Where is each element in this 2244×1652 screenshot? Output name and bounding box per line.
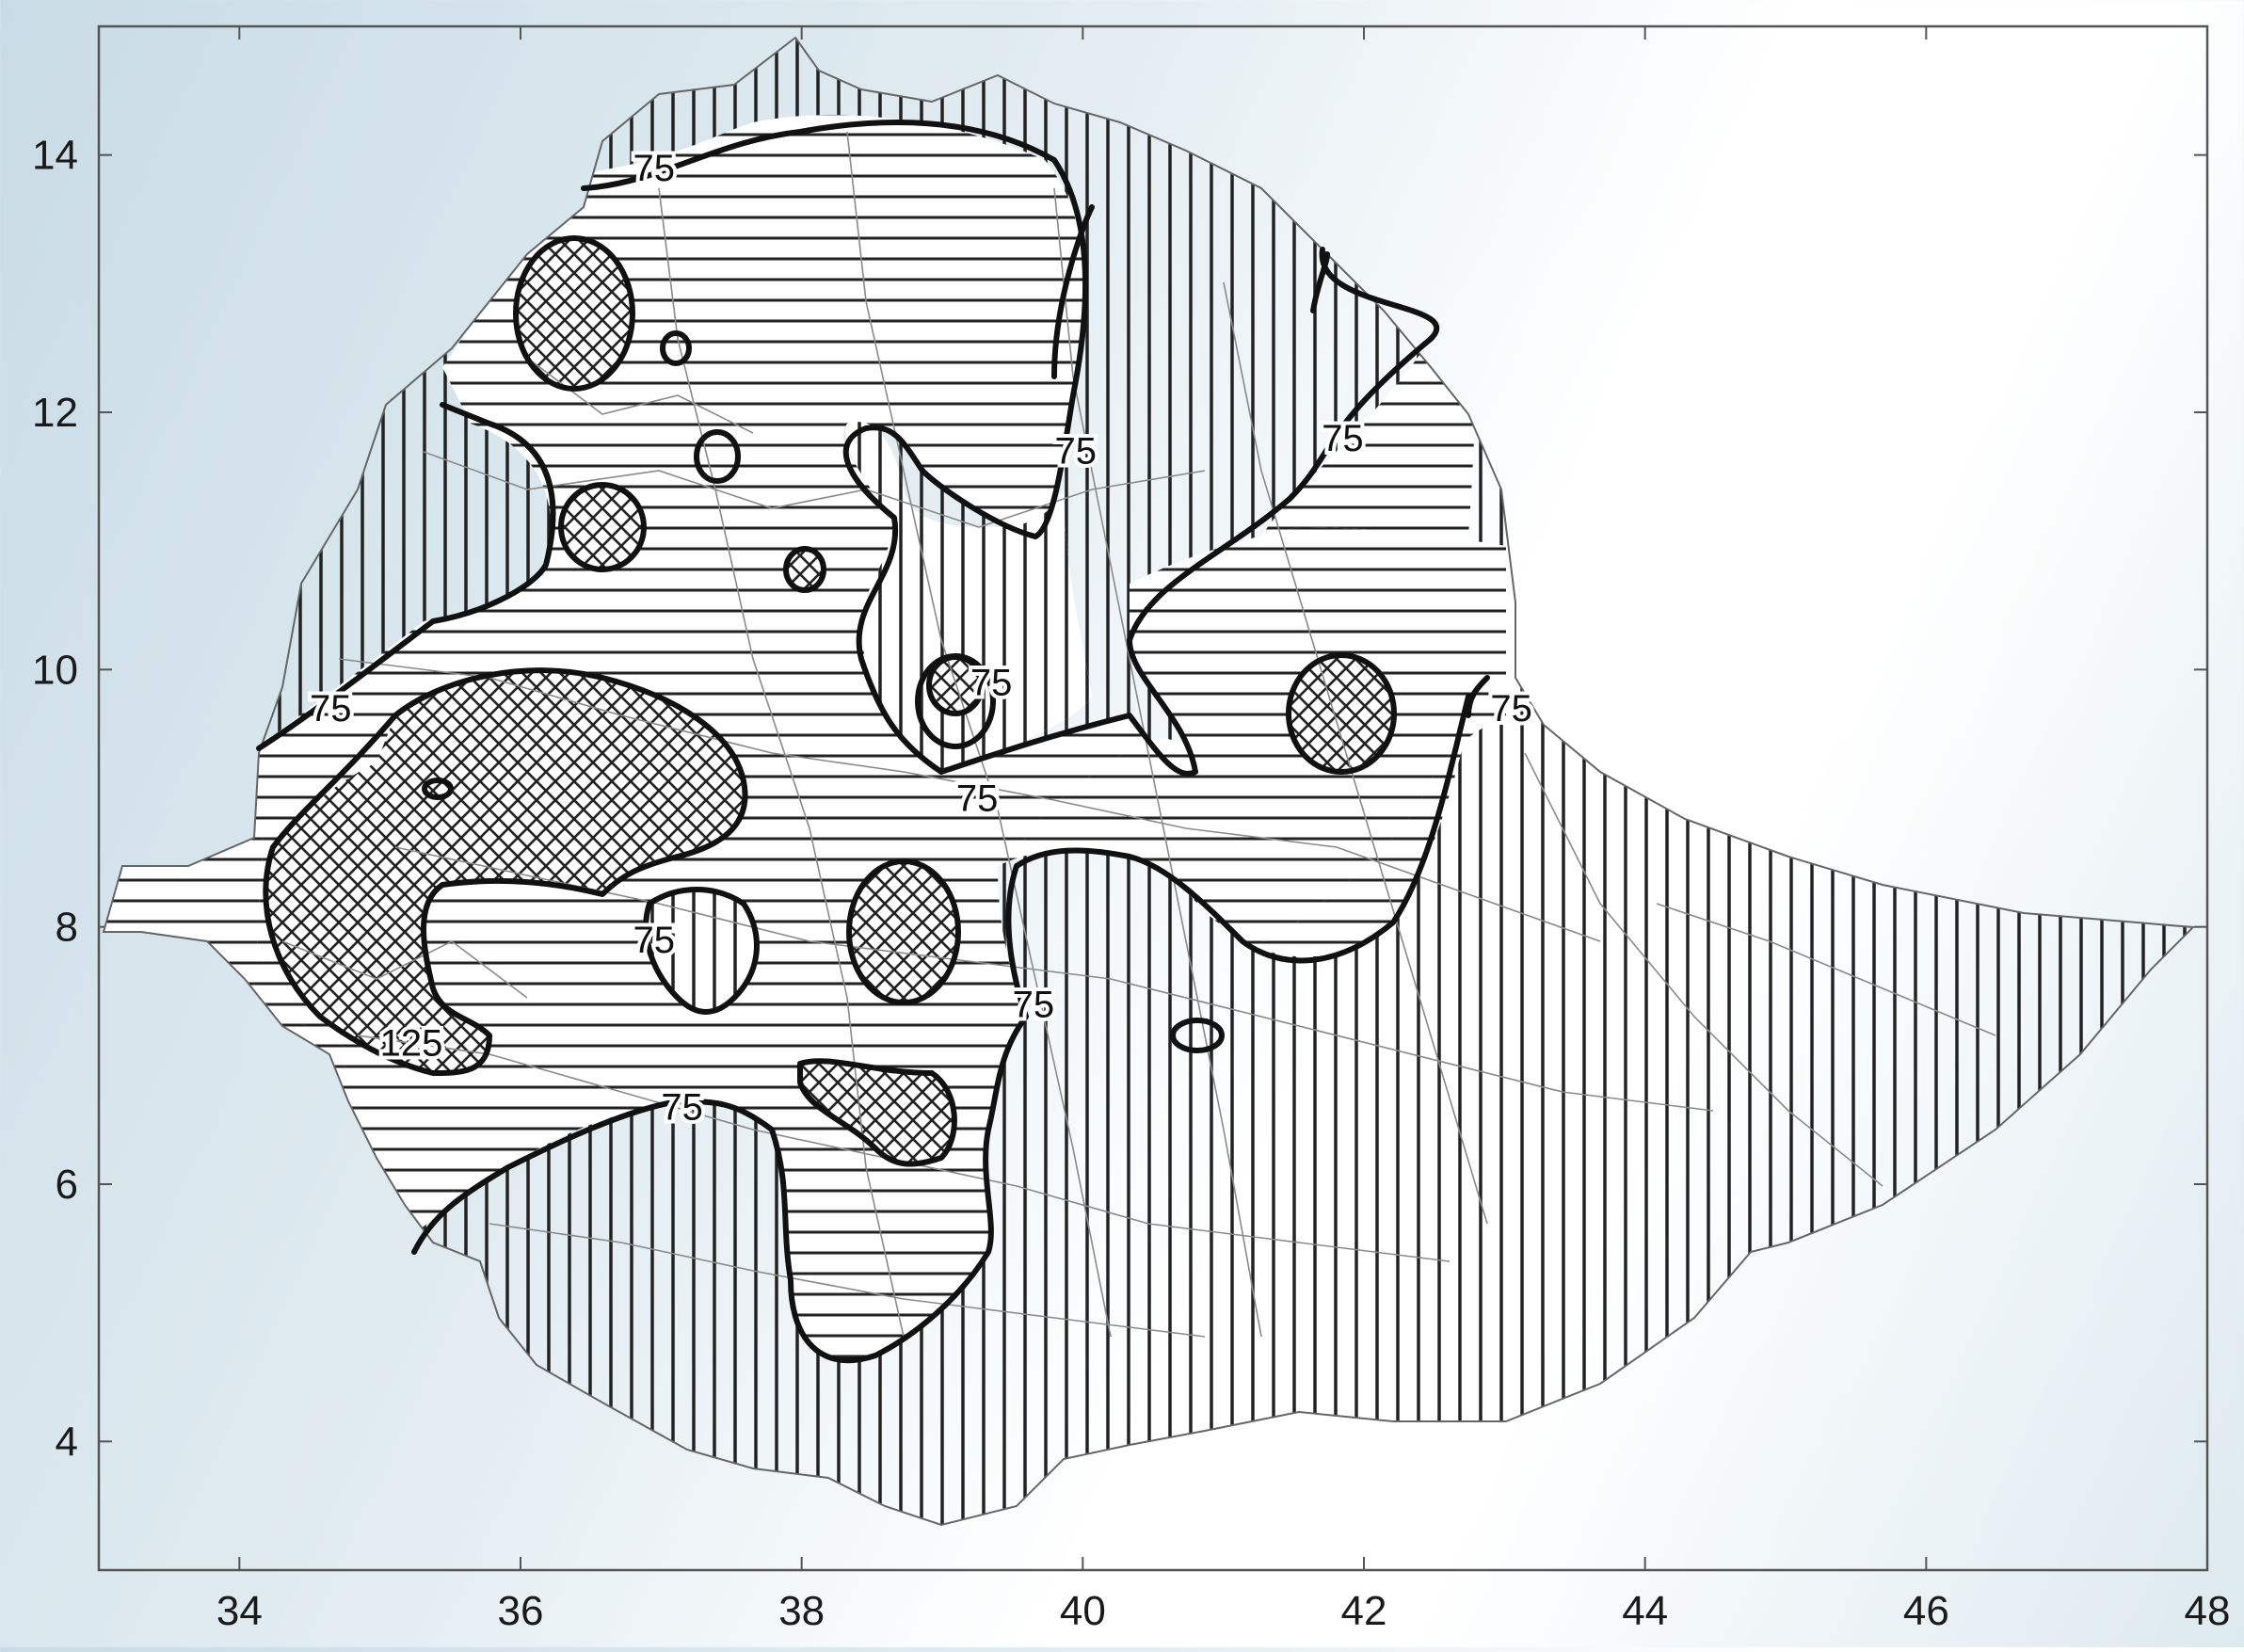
country-border (102, 36, 2196, 1527)
x-tick-label: 48 (2185, 1588, 2231, 1634)
y-tick-label: 6 (56, 1162, 78, 1208)
contour-value-label: 75 (1054, 431, 1097, 473)
x-tick-label: 34 (216, 1588, 263, 1634)
x-axis: 34 36 38 40 42 44 46 48 (216, 26, 2231, 1634)
contour-value-label: 75 (633, 148, 675, 189)
crosshatch-north (516, 238, 633, 389)
x-tick-label: 36 (498, 1588, 544, 1634)
crosshatch-east (1289, 655, 1394, 772)
y-tick-label: 14 (32, 133, 78, 179)
contour-value-label: 75 (1322, 418, 1364, 459)
contour-value-label: 75 (1013, 984, 1055, 1025)
zone-below-75-rift (845, 422, 1092, 772)
y-tick-label: 10 (32, 647, 78, 693)
zone-pocket-37 (646, 890, 757, 1012)
crosshatch-central-south (849, 861, 958, 1002)
crosshatch-south (800, 1061, 954, 1164)
contour-value-label: 125 (380, 1022, 443, 1064)
contour-value-label: 75 (956, 778, 999, 820)
x-tick-label: 46 (1903, 1588, 1949, 1634)
x-tick-label: 40 (1060, 1588, 1106, 1634)
contour-value-label: 75 (310, 688, 352, 730)
contour-value-label: 75 (970, 663, 1013, 704)
crosshatch-central-small (929, 657, 982, 714)
zone-75-125-east (1017, 527, 1506, 941)
x-tick-label: 38 (778, 1588, 825, 1634)
isohyet-contours (256, 120, 1490, 1364)
zone-above-125 (265, 238, 1394, 1164)
x-tick-label: 44 (1622, 1588, 1668, 1634)
crosshatch-southwest (265, 670, 745, 1073)
contour-value-label: 75 (633, 920, 675, 961)
contour-labels: 75 75 125 75 75 75 75 75 75 75 75 (306, 144, 1536, 1132)
y-tick-label: 4 (56, 1419, 78, 1465)
crosshatch-lake-tana (561, 485, 644, 569)
crosshatch-small-1 (786, 549, 824, 590)
contour-value-label: 75 (1490, 688, 1532, 730)
contour-value-label: 75 (661, 1087, 703, 1129)
plot-frame (97, 24, 2209, 1572)
y-tick-label: 8 (56, 905, 78, 951)
x-tick-label: 42 (1341, 1588, 1387, 1634)
y-tick-label: 12 (32, 390, 78, 436)
y-axis: 14 12 10 8 6 4 (32, 133, 2207, 1465)
